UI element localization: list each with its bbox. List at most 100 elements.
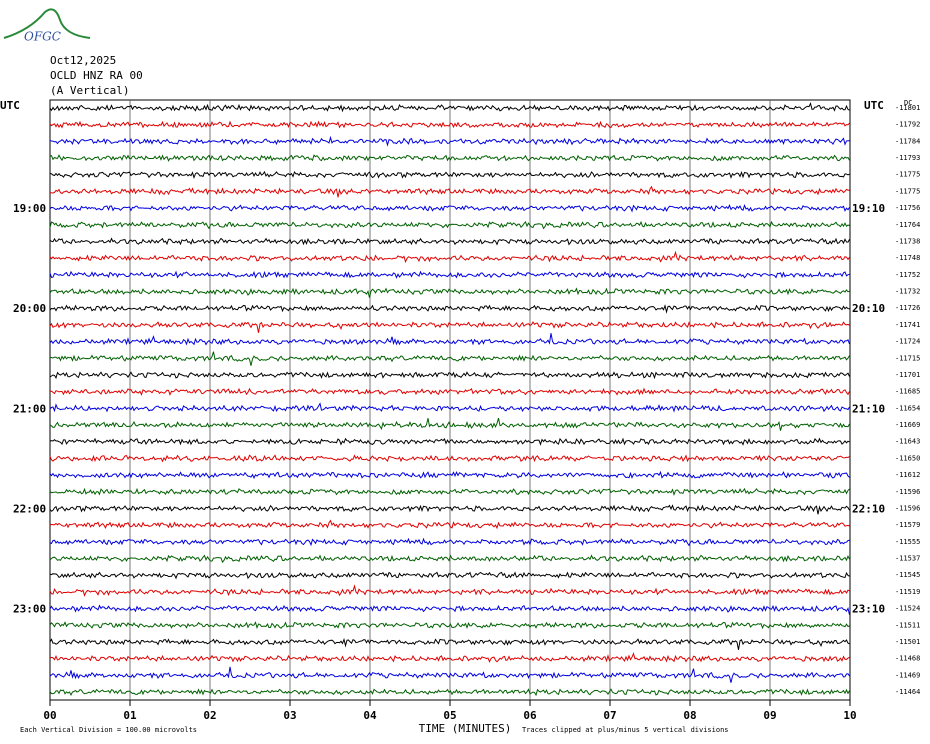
trace [49, 250, 850, 264]
offset-label: -11784 [895, 137, 920, 145]
offset-label: -11775 [895, 171, 920, 179]
offset-label: -11519 [895, 588, 920, 596]
left-time: 21:00 [13, 402, 46, 415]
trace [49, 554, 850, 564]
trace [49, 621, 850, 630]
trace [49, 333, 850, 346]
offset-label: -11669 [895, 421, 920, 429]
right-time: 22:10 [852, 502, 885, 515]
trace [49, 470, 850, 480]
trace [49, 185, 850, 198]
x-tick-label: 03 [283, 709, 296, 722]
offset-label: -11537 [895, 555, 920, 563]
trace [49, 120, 850, 129]
x-tick-label: 01 [123, 709, 137, 722]
right-time: 19:10 [852, 202, 885, 215]
trace [49, 402, 850, 413]
offset-label: -11724 [895, 338, 920, 346]
scale-note: Each Vertical Division = 100.00 microvol… [20, 726, 197, 734]
trace [49, 688, 850, 697]
trace [49, 666, 850, 683]
offset-label: -11793 [895, 154, 920, 162]
left-time: 20:00 [13, 302, 46, 315]
offset-label: -11701 [895, 371, 920, 379]
offset-label: -11464 [895, 688, 920, 696]
x-tick-label: 02 [203, 709, 216, 722]
trace [49, 571, 850, 580]
trace [49, 637, 850, 650]
dc-label: DC [904, 99, 912, 107]
trace [49, 437, 850, 446]
offset-label: -11738 [895, 237, 920, 245]
offset-label: -11579 [895, 521, 920, 529]
station: OCLD HNZ RA 00 [50, 69, 143, 82]
offset-label: -11643 [895, 438, 920, 446]
trace [49, 220, 850, 230]
offset-label: -11650 [895, 454, 920, 462]
offset-label: -11468 [895, 655, 920, 663]
left-time: 22:00 [13, 502, 46, 515]
component: (A Vertical) [50, 84, 129, 97]
trace [49, 270, 850, 279]
trace [49, 387, 850, 396]
trace [49, 604, 850, 615]
right-time: 23:10 [852, 603, 885, 616]
trace [49, 237, 850, 246]
offset-label: -11726 [895, 304, 920, 312]
x-tick-label: 08 [683, 709, 696, 722]
logo: OFGC [3, 8, 91, 44]
offset-label: -11612 [895, 471, 920, 479]
trace [49, 287, 850, 298]
trace [49, 371, 850, 380]
offset-label: -11764 [895, 221, 920, 229]
offset-label: -11524 [895, 605, 920, 613]
trace [49, 537, 850, 547]
trace [49, 504, 850, 515]
offset-label: -11501 [895, 638, 920, 646]
offset-label: -11469 [895, 671, 920, 679]
x-tick-label: 09 [763, 709, 776, 722]
trace [49, 351, 850, 366]
left-time: 19:00 [13, 202, 46, 215]
left-time: 23:00 [13, 603, 46, 616]
offset-label: -11555 [895, 538, 920, 546]
x-tick-label: 00 [43, 709, 56, 722]
logo-text: OFGC [24, 30, 61, 44]
offset-label: -11741 [895, 321, 920, 329]
x-tick-label: 07 [603, 709, 616, 722]
right-utc: UTC [864, 99, 884, 112]
offset-label: -11596 [895, 488, 920, 496]
offset-label: -11715 [895, 354, 920, 362]
clip-note: Traces clipped at plus/minus 5 vertical … [522, 726, 729, 734]
trace [49, 304, 850, 314]
offset-label: -11792 [895, 121, 920, 129]
x-tick-label: 10 [843, 709, 856, 722]
trace [49, 170, 850, 180]
offset-label: -11732 [895, 288, 920, 296]
x-axis-title: TIME (MINUTES) [419, 722, 512, 735]
trace [49, 417, 850, 431]
offset-label: -11801 [895, 104, 920, 112]
right-time: 20:10 [852, 302, 885, 315]
date: Oct12,2025 [50, 54, 116, 67]
left-utc: UTC [0, 99, 20, 112]
right-time: 21:10 [852, 402, 885, 415]
trace [49, 321, 850, 333]
trace [49, 135, 850, 147]
offset-label: -11752 [895, 271, 920, 279]
offset-label: -11511 [895, 621, 920, 629]
trace [49, 487, 850, 497]
offset-label: -11654 [895, 404, 920, 412]
x-tick-label: 04 [363, 709, 377, 722]
trace [49, 203, 850, 213]
x-tick-label: 06 [523, 709, 537, 722]
trace [49, 584, 850, 597]
offset-label: -11748 [895, 254, 920, 262]
offset-label: -11596 [895, 504, 920, 512]
offset-label: -11775 [895, 187, 920, 195]
x-tick-label: 05 [443, 709, 456, 722]
trace [49, 454, 850, 463]
trace [49, 154, 850, 162]
offset-label: -11545 [895, 571, 920, 579]
